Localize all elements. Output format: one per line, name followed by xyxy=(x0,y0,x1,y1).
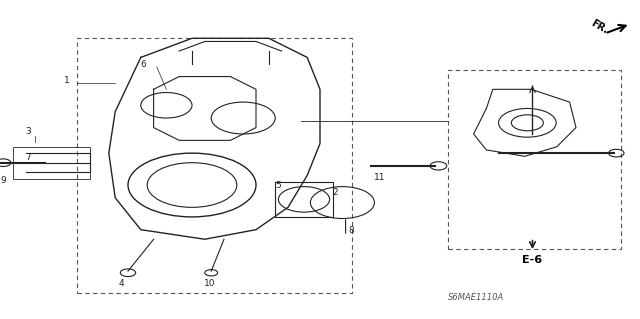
Text: S6MAE1110A: S6MAE1110A xyxy=(448,293,504,302)
Bar xyxy=(448,70,621,249)
Text: 8: 8 xyxy=(349,226,355,235)
Text: 11: 11 xyxy=(374,173,386,182)
Bar xyxy=(77,38,352,293)
Text: 2: 2 xyxy=(333,188,339,197)
Text: 1: 1 xyxy=(64,76,70,85)
Text: FR.: FR. xyxy=(589,18,609,35)
Text: 4: 4 xyxy=(118,278,124,287)
Text: 5: 5 xyxy=(275,181,281,190)
Bar xyxy=(13,147,90,179)
Text: E-6: E-6 xyxy=(522,255,541,265)
Text: 9: 9 xyxy=(0,176,6,185)
Text: 7: 7 xyxy=(26,152,31,161)
Text: 6: 6 xyxy=(141,60,147,69)
Text: 3: 3 xyxy=(26,127,31,136)
Text: 10: 10 xyxy=(204,278,215,287)
